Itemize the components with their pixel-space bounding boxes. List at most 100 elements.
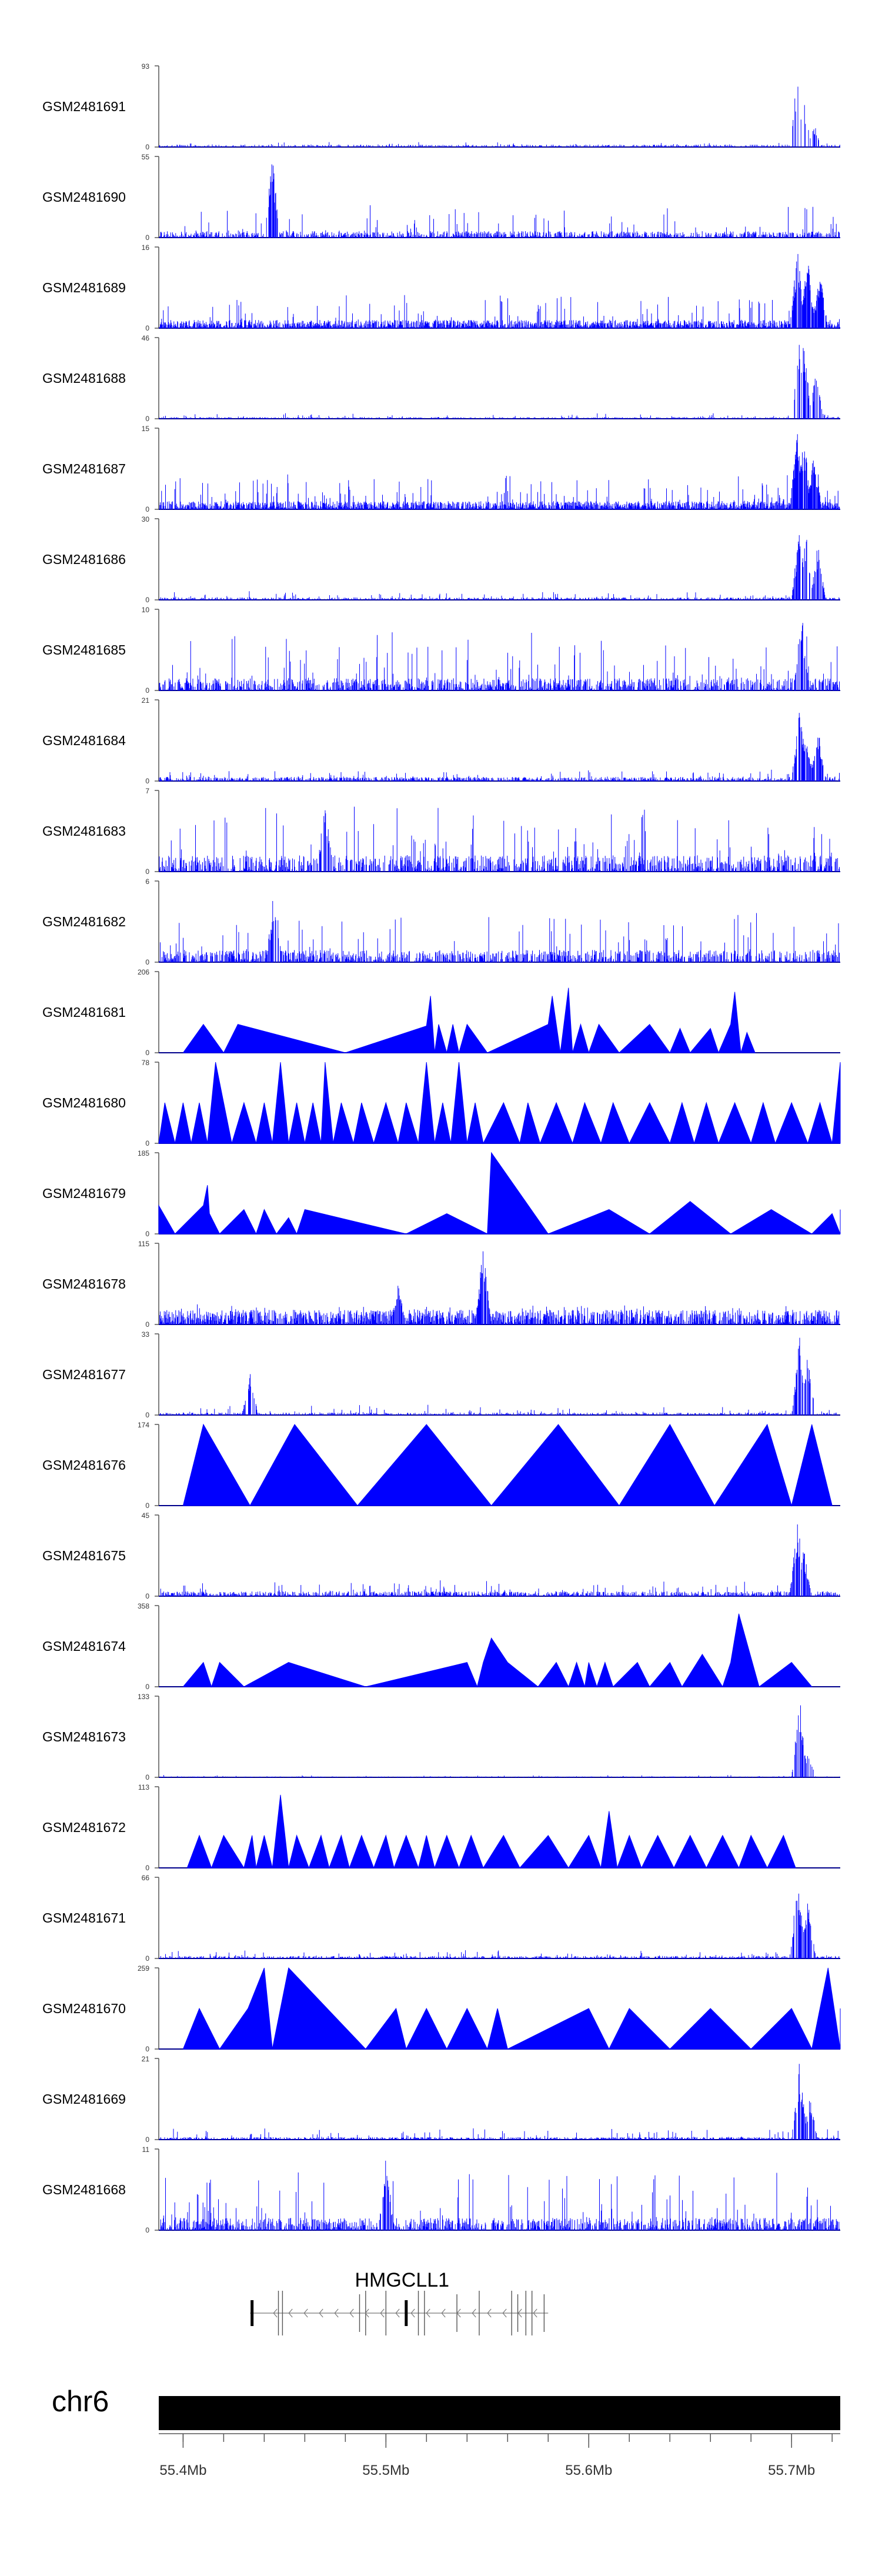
gene-strand-arrow <box>410 2308 415 2318</box>
track-GSM2481680: GSM2481680 78 0 <box>42 1059 841 1147</box>
gene-strand-arrow <box>441 2308 446 2318</box>
track-ymin-label: 0 <box>145 324 149 332</box>
track-label: GSM2481668 <box>42 2182 126 2197</box>
track-ymin-label: 0 <box>145 1683 149 1691</box>
track-label: GSM2481682 <box>42 914 126 929</box>
gene-strand-arrow <box>303 2308 308 2318</box>
track-signal-area <box>182 1423 833 1507</box>
track-ymin-label: 0 <box>145 1954 149 1963</box>
gene-exon <box>282 2291 283 2335</box>
track-label: GSM2481681 <box>42 1005 126 1020</box>
track-signal-bars <box>159 1251 840 1324</box>
track-ymax-label: 10 <box>142 606 150 614</box>
track-GSM2481676: GSM2481676 174 0 <box>42 1421 840 1510</box>
track-label: GSM2481679 <box>42 1186 126 1201</box>
track-label: GSM2481691 <box>42 99 126 114</box>
track-ymin-label: 0 <box>145 1049 149 1057</box>
track-signal-bars <box>159 1893 840 1958</box>
track-ymax-label: 78 <box>142 1059 150 1067</box>
track-signal-bars <box>159 806 840 872</box>
track-GSM2481675: GSM2481675 45 0 <box>42 1511 840 1600</box>
track-GSM2481671: GSM2481671 66 0 <box>42 1874 840 1963</box>
track-label: GSM2481688 <box>42 371 126 386</box>
track-signal-bars <box>159 86 840 147</box>
track-ymin-label: 0 <box>145 2226 149 2234</box>
track-signal-bars <box>159 713 840 781</box>
track-label: GSM2481676 <box>42 1457 126 1473</box>
track-ymax-label: 15 <box>142 425 150 433</box>
track-ymax-label: 7 <box>145 787 149 795</box>
track-signal-bars <box>159 623 840 690</box>
gene-strand-arrow <box>395 2308 400 2318</box>
chromosome-bar <box>159 2396 840 2430</box>
track-ymin-label: 0 <box>145 2045 149 2053</box>
gene-strand-arrow <box>380 2308 385 2318</box>
track-ymin-label: 0 <box>145 596 149 604</box>
track-ymin-label: 0 <box>145 2135 149 2144</box>
gene-strand-arrow <box>487 2308 492 2318</box>
track-signal-bars <box>160 1337 837 1415</box>
track-GSM2481669: GSM2481669 21 0 <box>42 2055 840 2144</box>
gene-name-label: HMGCLL1 <box>355 2269 449 2291</box>
track-GSM2481687: GSM2481687 15 0 <box>42 425 840 513</box>
track-ymin-label: 0 <box>145 1230 149 1238</box>
track-signal-bars <box>159 434 840 509</box>
gene-exon <box>250 2300 254 2326</box>
track-ymax-label: 11 <box>142 2145 150 2154</box>
track-signal-bars <box>159 2064 840 2140</box>
track-label: GSM2481678 <box>42 1276 126 1292</box>
track-GSM2481685: GSM2481685 10 0 <box>42 606 840 695</box>
track-label: GSM2481686 <box>42 552 126 567</box>
track-label: GSM2481673 <box>42 1729 126 1744</box>
track-signal-bars <box>159 1524 840 1596</box>
track-ymin-label: 0 <box>145 233 149 242</box>
track-GSM2481681: GSM2481681 206 0 <box>42 968 840 1057</box>
track-signal-bars <box>160 2160 840 2230</box>
track-GSM2481689: GSM2481689 16 0 <box>42 243 840 332</box>
gene-exon <box>417 2291 419 2335</box>
track-label: GSM2481680 <box>42 1095 126 1110</box>
axis-tick-label: 55.4Mb <box>159 2462 206 2478</box>
track-label: GSM2481684 <box>42 733 126 748</box>
axis-tick-label: 55.6Mb <box>565 2462 612 2478</box>
gene-strand-arrow <box>288 2308 293 2318</box>
track-signal-area <box>182 987 756 1054</box>
track-signal-bars <box>159 535 840 600</box>
track-GSM2481686: GSM2481686 30 0 <box>42 515 840 604</box>
track-ymin-label: 0 <box>145 1320 149 1329</box>
track-GSM2481691: GSM2481691 93 0 <box>42 62 840 151</box>
track-ymax-label: 16 <box>142 243 150 252</box>
track-ymax-label: 45 <box>142 1511 150 1520</box>
track-label: GSM2481687 <box>42 461 126 476</box>
track-label: GSM2481674 <box>42 1639 126 1654</box>
track-GSM2481684: GSM2481684 21 0 <box>42 696 840 785</box>
track-GSM2481673: GSM2481673 133 0 <box>42 1693 840 1781</box>
track-ymax-label: 185 <box>138 1149 149 1157</box>
track-GSM2481678: GSM2481678 115 0 <box>42 1240 840 1329</box>
gene-strand-arrow <box>517 2308 522 2318</box>
track-GSM2481674: GSM2481674 358 0 <box>42 1602 840 1691</box>
track-GSM2481683: GSM2481683 7 0 <box>42 787 840 876</box>
axis-tick-label: 55.7Mb <box>768 2462 815 2478</box>
chromosome-label: chr6 <box>52 2385 109 2418</box>
track-label: GSM2481672 <box>42 1820 126 1835</box>
gene-strand-arrow <box>273 2308 278 2318</box>
track-ymax-label: 33 <box>142 1330 150 1339</box>
track-GSM2481679: GSM2481679 185 0 <box>42 1149 841 1238</box>
gene-strand-arrow <box>502 2308 507 2318</box>
track-label: GSM2481669 <box>42 2091 126 2107</box>
chromosome-track: chr6 <box>52 2385 840 2430</box>
track-signal-area <box>183 1613 813 1688</box>
track-label: GSM2481670 <box>42 2001 126 2016</box>
track-label: GSM2481677 <box>42 1367 126 1382</box>
track-ymax-label: 55 <box>142 153 150 161</box>
track-label: GSM2481683 <box>42 823 126 839</box>
gene-strand-arrow <box>426 2308 430 2318</box>
track-label: GSM2481685 <box>42 642 126 658</box>
track-signal-bars <box>159 253 840 328</box>
track-ymin-label: 0 <box>145 1139 149 1147</box>
track-GSM2481682: GSM2481682 6 0 <box>42 877 840 966</box>
track-signal-bars <box>159 164 840 238</box>
track-ymax-label: 115 <box>138 1240 149 1248</box>
